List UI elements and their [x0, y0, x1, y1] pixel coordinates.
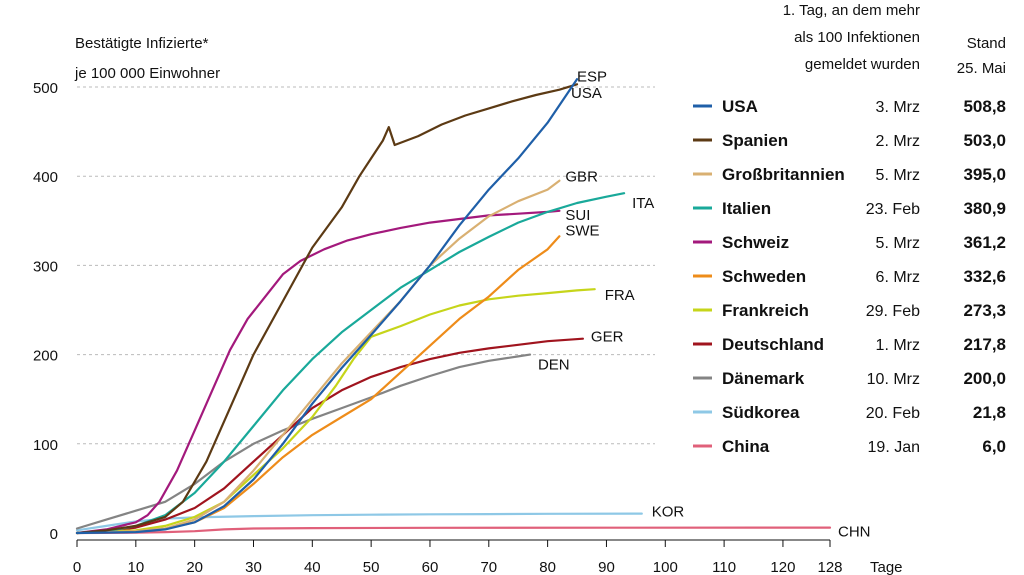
- x-axis-label: Tage: [870, 559, 903, 575]
- legend-country-den: Dänemark: [722, 369, 805, 388]
- legend-value-fra: 273,3: [963, 301, 1006, 320]
- series-end-label-kor: KOR: [652, 504, 685, 521]
- legend-date-chn: 19. Jan: [868, 439, 920, 456]
- legend-date-sui: 5. Mrz: [876, 235, 920, 252]
- legend-country-sui: Schweiz: [722, 233, 789, 252]
- series-end-label-chn: CHN: [838, 524, 871, 541]
- x-tick-label: 70: [480, 559, 497, 575]
- legend-date-den: 10. Mrz: [867, 371, 920, 388]
- series-end-label-den: DEN: [538, 357, 570, 374]
- legend-value-esp: 503,0: [963, 131, 1006, 150]
- legend-value-sui: 361,2: [963, 233, 1006, 252]
- legend-value-kor: 21,8: [973, 403, 1006, 422]
- legend-date-swe: 6. Mrz: [876, 269, 920, 286]
- legend-value-header-line-1: Stand: [967, 35, 1006, 52]
- gridlines: [77, 86, 655, 445]
- axes: 0 100 200 300 400 500 0 10 20 30 40 50 60 70 80 90 100 11…: [33, 80, 903, 575]
- legend-country-swe: Schweden: [722, 267, 806, 286]
- x-tick-label: 128: [817, 559, 842, 575]
- series-end-label-swe: SWE: [565, 222, 599, 239]
- series-end-label-gbr: GBR: [565, 169, 598, 186]
- legend-value-chn: 6,0: [982, 437, 1006, 456]
- legend-country-gbr: Großbritannien: [722, 165, 845, 184]
- y-tick-label: 100: [33, 437, 58, 454]
- legend-country-esp: Spanien: [722, 131, 788, 150]
- legend-date-gbr: 5. Mrz: [876, 167, 920, 184]
- legend-value-gbr: 395,0: [963, 165, 1006, 184]
- series-line-kor: [75, 512, 643, 532]
- legend-value-den: 200,0: [963, 369, 1006, 388]
- legend: 1. Tag, an dem mehr als 100 Infektionen …: [693, 2, 1006, 456]
- legend-date-esp: 2. Mrz: [876, 133, 920, 150]
- y-tick-label: 0: [50, 526, 58, 543]
- legend-date-header-line-3: gemeldet wurden: [805, 56, 920, 73]
- y-axis-label-line-2: je 100 000 Einwohner: [74, 65, 220, 82]
- legend-country-kor: Südkorea: [722, 403, 800, 422]
- series-line-usa: [75, 78, 579, 535]
- series-end-label-usa: USA: [571, 85, 602, 102]
- series-line-chn: [75, 526, 832, 535]
- legend-value-ita: 380,9: [963, 199, 1006, 218]
- series-end-label-fra: FRA: [605, 287, 635, 304]
- legend-country-ita: Italien: [722, 199, 771, 218]
- y-axis-label: Bestätigte Infizierte* je 100 000 Einwoh…: [74, 35, 220, 82]
- legend-country-fra: Frankreich: [722, 301, 809, 320]
- series-line-swe: [75, 235, 561, 535]
- x-tick-label: 80: [539, 559, 556, 575]
- legend-date-ger: 1. Mrz: [876, 337, 920, 354]
- legend-date-fra: 29. Feb: [866, 303, 920, 320]
- x-tick-label: 100: [653, 559, 678, 575]
- x-tick-label: 110: [712, 559, 736, 575]
- legend-date-kor: 20. Feb: [866, 405, 920, 422]
- x-tick-label: 40: [304, 559, 321, 575]
- x-tick-label: 90: [598, 559, 615, 575]
- series-line-fra: [75, 288, 596, 535]
- legend-value-ger: 217,8: [963, 335, 1006, 354]
- legend-date-usa: 3. Mrz: [876, 99, 920, 116]
- legend-value-swe: 332,6: [963, 267, 1006, 286]
- y-axis-label-line-1: Bestätigte Infizierte*: [75, 35, 209, 52]
- y-tick-label: 400: [33, 169, 58, 186]
- legend-value-usa: 508,8: [963, 97, 1006, 116]
- series-line-gbr: [75, 179, 561, 535]
- x-tick-label: 60: [422, 559, 439, 575]
- series-end-label-esp: ESP: [577, 68, 607, 85]
- series-line-ger: [75, 337, 584, 535]
- series-lines: [75, 78, 832, 535]
- x-tick-label: 0: [73, 559, 81, 575]
- x-tick-label: 10: [127, 559, 144, 575]
- legend-date-header-line-1: 1. Tag, an dem mehr: [783, 2, 920, 19]
- series-line-esp: [75, 83, 579, 535]
- series-end-label-sui: SUI: [565, 207, 590, 224]
- legend-country-chn: China: [722, 437, 770, 456]
- legend-country-usa: USA: [722, 97, 758, 116]
- legend-date-header-line-2: als 100 Infektionen: [794, 29, 920, 46]
- x-tick-label: 20: [186, 559, 203, 575]
- x-tick-label: 50: [363, 559, 380, 575]
- series-end-label-ita: ITA: [632, 195, 654, 212]
- legend-value-header-line-2: 25. Mai: [957, 60, 1006, 77]
- y-tick-label: 200: [33, 348, 58, 365]
- y-tick-label: 300: [33, 258, 58, 275]
- x-tick-label: 30: [245, 559, 262, 575]
- y-tick-label: 500: [33, 80, 58, 97]
- legend-date-ita: 23. Feb: [866, 201, 920, 218]
- series-line-sui: [75, 209, 561, 535]
- legend-country-ger: Deutschland: [722, 335, 824, 354]
- x-tick-label: 120: [770, 559, 795, 575]
- series-end-label-ger: GER: [591, 329, 624, 346]
